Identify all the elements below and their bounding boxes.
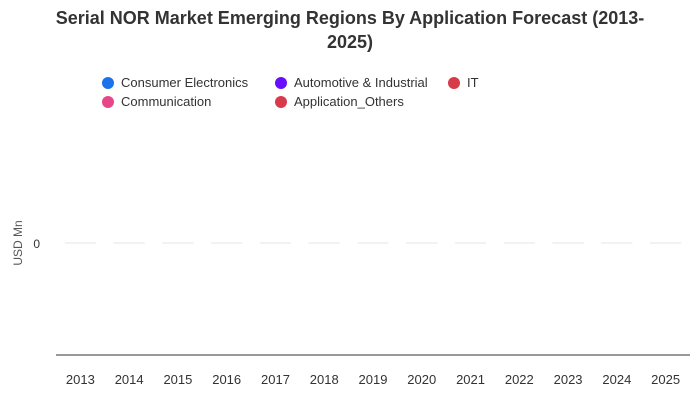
legend-marker-it: [448, 76, 460, 89]
x-tick-label-2016: 2016: [212, 372, 241, 387]
chart-title-line-1: Serial NOR Market Emerging Regions By Ap…: [55, 8, 645, 28]
legend-label-application-others: Application_Others: [294, 94, 404, 109]
legend-marker-automotive-industrial: [275, 76, 287, 89]
x-tick-label-2014: 2014: [115, 372, 144, 387]
legend-label-consumer-electronics: Consumer Electronics: [121, 75, 249, 90]
x-tick-label-2013: 2013: [66, 372, 95, 387]
y-axis-label: USD Mn: [11, 220, 25, 265]
x-tick-label-2025: 2025: [651, 372, 680, 387]
x-tick-label-2015: 2015: [163, 372, 192, 387]
x-tick-label-2024: 2024: [602, 372, 631, 387]
x-tick-label-2018: 2018: [310, 372, 339, 387]
legend-label-it: IT: [467, 75, 479, 90]
legend-item-application-others[interactable]: Application_Others: [275, 94, 404, 109]
x-tick-label-2017: 2017: [261, 372, 290, 387]
x-tick-label-2021: 2021: [456, 372, 485, 387]
chart-title-line-2: 2025): [326, 32, 374, 52]
x-tick-labels: 2013 2014 2015 2016 2017 2018 2019 2020 2021 2022…: [66, 372, 680, 387]
legend-item-communication[interactable]: Communication: [102, 94, 211, 109]
legend-marker-consumer-electronics: [102, 76, 114, 89]
x-tick-label-2023: 2023: [554, 372, 583, 387]
chart-title: Serial NOR Market Emerging Regions By Ap…: [0, 6, 700, 54]
x-tick-label-2020: 2020: [407, 372, 436, 387]
legend-item-it[interactable]: IT: [448, 75, 479, 90]
legend-marker-application-others: [275, 95, 287, 108]
legend-marker-communication: [102, 95, 114, 108]
legend-label-communication: Communication: [121, 94, 212, 109]
legend-label-automotive-industrial: Automotive & Industrial: [294, 75, 428, 90]
x-tick-label-2019: 2019: [359, 372, 388, 387]
legend-item-consumer-electronics[interactable]: Consumer Electronics: [102, 75, 248, 90]
y-tick-label-0: 0: [33, 237, 40, 251]
x-tick-label-2022: 2022: [505, 372, 534, 387]
legend-item-automotive-industrial[interactable]: Automotive & Industrial: [275, 75, 428, 90]
